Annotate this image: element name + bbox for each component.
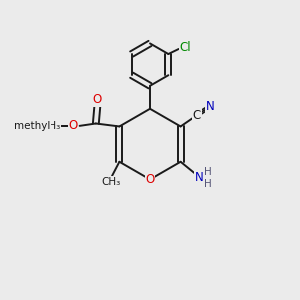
Text: O: O [146, 173, 154, 186]
Text: O: O [93, 93, 102, 106]
Text: H: H [204, 178, 212, 189]
Text: C: C [193, 109, 201, 122]
Text: Cl: Cl [180, 41, 191, 54]
Text: N: N [194, 171, 203, 184]
Text: O: O [68, 119, 78, 132]
Text: CH₃: CH₃ [41, 121, 61, 131]
Text: CH₃: CH₃ [101, 177, 120, 187]
Text: N: N [206, 100, 214, 113]
Text: methyl: methyl [14, 121, 50, 131]
Text: H: H [204, 167, 212, 177]
